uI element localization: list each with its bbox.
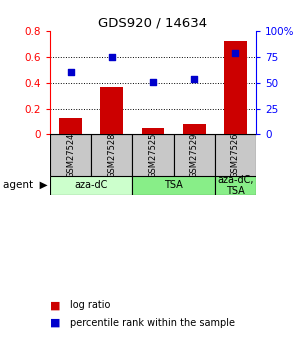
Bar	[59, 118, 82, 135]
Point	[151, 79, 155, 85]
Point	[109, 54, 114, 60]
Title: GDS920 / 14634: GDS920 / 14634	[98, 17, 208, 30]
Text: GSM27525: GSM27525	[148, 132, 158, 178]
Text: GSM27528: GSM27528	[107, 132, 116, 178]
Bar	[132, 176, 215, 195]
Bar	[142, 128, 164, 135]
Text: log ratio: log ratio	[70, 300, 110, 310]
Bar	[215, 135, 256, 176]
Text: aza-dC,
TSA: aza-dC, TSA	[217, 175, 254, 196]
Bar	[174, 135, 215, 176]
Text: percentile rank within the sample: percentile rank within the sample	[70, 318, 235, 327]
Bar	[183, 124, 205, 135]
Point	[68, 70, 73, 75]
Bar	[50, 176, 132, 195]
Bar	[132, 135, 174, 176]
Text: GSM27526: GSM27526	[231, 132, 240, 178]
Text: aza-dC: aza-dC	[75, 180, 108, 190]
Text: GSM27524: GSM27524	[66, 132, 75, 178]
Text: GSM27529: GSM27529	[190, 132, 199, 178]
Text: ■: ■	[50, 300, 61, 310]
Point	[192, 76, 197, 81]
Text: TSA: TSA	[164, 180, 183, 190]
Bar	[224, 41, 247, 135]
Bar	[101, 87, 123, 135]
Bar	[91, 135, 132, 176]
Bar	[215, 176, 256, 195]
Point	[233, 50, 238, 56]
Bar	[50, 135, 91, 176]
Text: ■: ■	[50, 318, 61, 327]
Text: agent  ▶: agent ▶	[3, 180, 48, 190]
